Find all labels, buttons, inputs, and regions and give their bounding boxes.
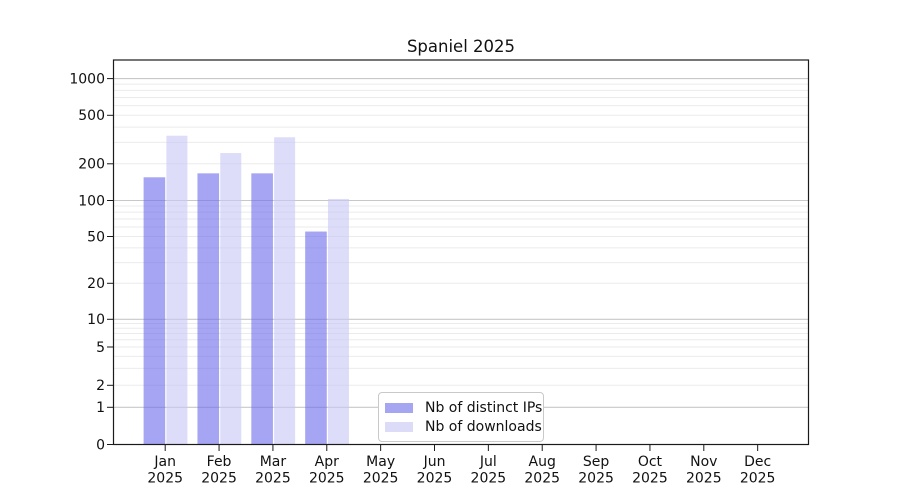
legend-item-downloads: Nb of downloads [385, 418, 542, 437]
bar-nb-of-distinct-ips-mar [251, 173, 273, 445]
bar-nb-of-distinct-ips-apr [305, 231, 327, 445]
y-tick-label: 0 [96, 437, 105, 453]
y-tick-label: 10 [87, 312, 105, 328]
y-tick-label: 5 [96, 340, 105, 356]
bar-nb-of-downloads-apr [327, 198, 349, 445]
x-tick-label-oct: Oct 2025 [632, 454, 668, 487]
legend-item-distinct-ips: Nb of distinct IPs [385, 398, 542, 417]
y-tick-label: 1 [96, 400, 105, 416]
x-tick-label-dec: Dec 2025 [740, 454, 776, 487]
y-tick-label: 50 [87, 229, 105, 245]
x-tick-label-mar: Mar 2025 [255, 454, 291, 487]
bar-nb-of-distinct-ips-jan [143, 177, 166, 445]
y-tick-label: 1000 [69, 71, 105, 87]
x-tick-label-jul: Jul 2025 [471, 454, 507, 487]
x-tick-label-aug: Aug 2025 [524, 454, 560, 487]
x-tick-label-apr: Apr 2025 [309, 454, 345, 487]
legend-box: Nb of distinct IPs Nb of downloads [378, 392, 544, 442]
x-tick-label-nov: Nov 2025 [686, 454, 722, 487]
x-tick-label-jan: Jan 2025 [147, 454, 183, 487]
bar-nb-of-downloads-mar [274, 137, 296, 445]
bar-nb-of-downloads-feb [220, 153, 242, 445]
y-tick-label: 100 [78, 193, 105, 209]
legend-swatch-distinct-ips [385, 402, 413, 413]
legend-label-distinct-ips: Nb of distinct IPs [425, 399, 543, 416]
legend-label-downloads: Nb of downloads [425, 419, 542, 436]
bar-nb-of-distinct-ips-feb [197, 173, 220, 445]
plot-border [112, 59, 810, 446]
chart-title: Spaniel 2025 [406, 37, 516, 56]
y-tick-label: 2 [96, 378, 105, 394]
y-tick-label: 20 [87, 276, 105, 292]
bar-nb-of-downloads-jan [166, 135, 188, 445]
x-tick-label-may: May 2025 [363, 454, 399, 487]
y-tick-label: 200 [78, 157, 105, 173]
legend-swatch-downloads [385, 422, 413, 433]
y-tick-label: 500 [78, 108, 105, 124]
x-tick-label-sep: Sep 2025 [578, 454, 614, 487]
x-tick-label-jun: Jun 2025 [417, 454, 453, 487]
x-tick-label-feb: Feb 2025 [201, 454, 237, 487]
